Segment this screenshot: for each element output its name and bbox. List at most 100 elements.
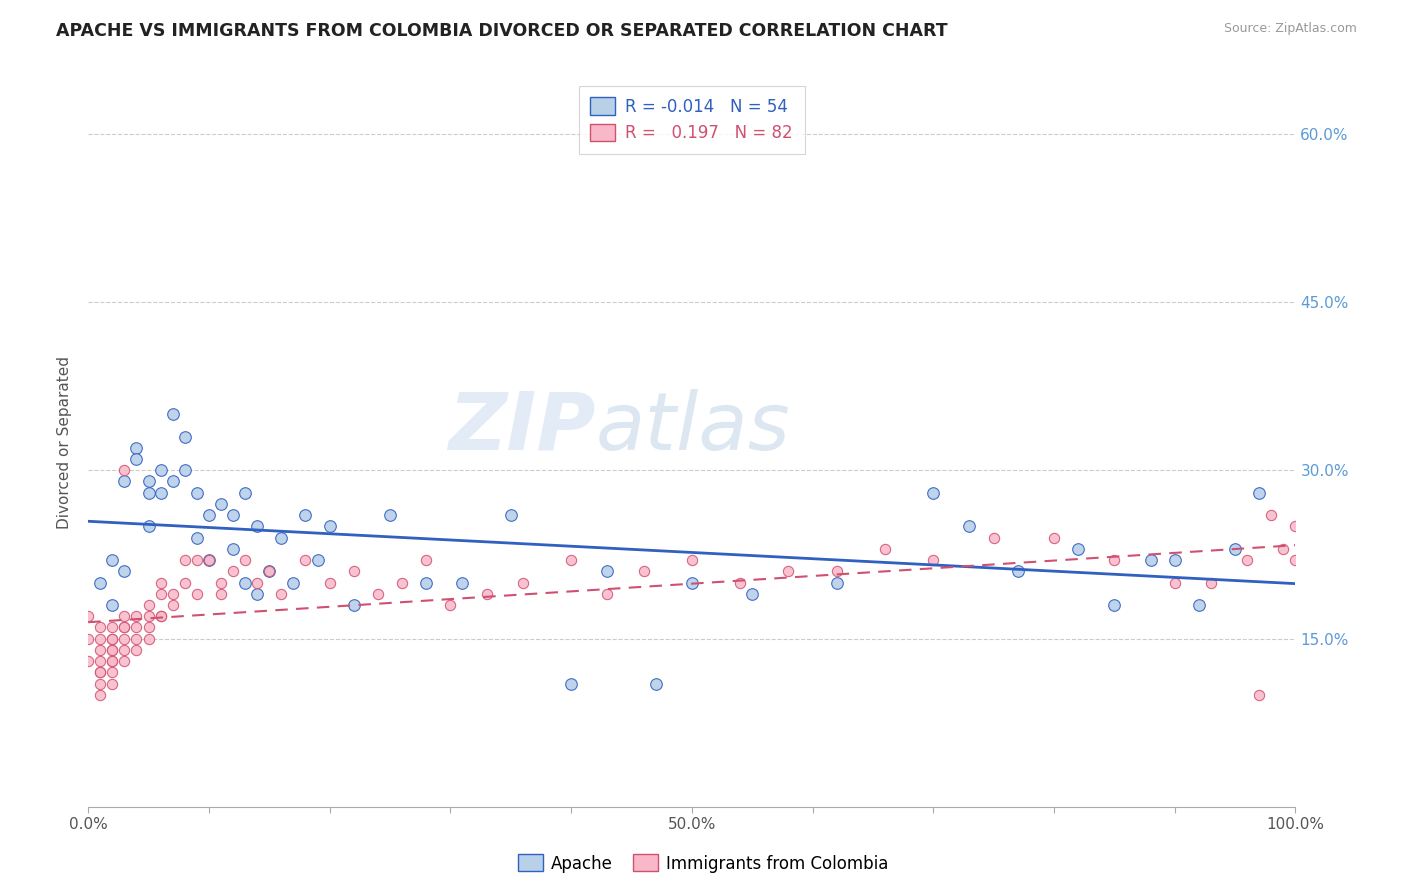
Point (633, 564, 655, 578)
Point (89, 665, 111, 680)
Point (596, 587, 619, 601)
Point (149, 609, 172, 624)
Point (209, 587, 232, 601)
Point (125, 441, 148, 455)
Point (77, 609, 100, 624)
Point (198, 553, 221, 567)
Point (138, 475, 160, 489)
Point (741, 587, 763, 601)
Point (246, 575, 269, 590)
Point (318, 519, 340, 533)
Point (209, 497, 232, 511)
Point (512, 575, 534, 590)
Point (294, 553, 316, 567)
Point (101, 553, 124, 567)
Point (246, 519, 269, 533)
Point (246, 587, 269, 601)
Point (89, 643, 111, 657)
Point (560, 676, 582, 690)
Text: ZIP: ZIP (449, 389, 595, 467)
Point (112, 463, 135, 477)
Point (149, 587, 172, 601)
Point (475, 587, 498, 601)
Point (233, 553, 256, 567)
Point (112, 609, 135, 624)
Point (415, 575, 437, 590)
Point (499, 508, 522, 523)
Point (560, 553, 582, 567)
Point (138, 519, 160, 533)
Legend: Apache, Immigrants from Colombia: Apache, Immigrants from Colombia (510, 847, 896, 880)
Point (125, 643, 148, 657)
Point (162, 587, 184, 601)
Point (101, 632, 124, 646)
Point (922, 553, 945, 567)
Point (138, 485, 160, 500)
Text: atlas: atlas (595, 389, 790, 467)
Text: APACHE VS IMMIGRANTS FROM COLOMBIA DIVORCED OR SEPARATED CORRELATION CHART: APACHE VS IMMIGRANTS FROM COLOMBIA DIVOR… (56, 22, 948, 40)
Point (873, 541, 896, 556)
Point (101, 598, 124, 612)
Point (112, 654, 135, 668)
Point (89, 676, 111, 690)
Point (778, 564, 800, 578)
Point (1260, 508, 1282, 523)
Point (149, 575, 172, 590)
Point (391, 575, 413, 590)
Point (162, 475, 184, 489)
Point (222, 541, 245, 556)
Point (294, 508, 316, 523)
Point (138, 598, 160, 612)
Point (1188, 598, 1211, 612)
Point (1284, 519, 1306, 533)
Point (451, 575, 474, 590)
Point (125, 452, 148, 467)
Point (307, 553, 329, 567)
Point (186, 531, 208, 545)
Point (343, 598, 366, 612)
Point (173, 463, 195, 477)
Point (89, 665, 111, 680)
Point (1249, 688, 1271, 702)
Point (138, 620, 160, 634)
Point (644, 676, 666, 690)
Point (257, 564, 280, 578)
Point (186, 553, 208, 567)
Point (149, 609, 172, 624)
Point (378, 508, 401, 523)
Point (222, 564, 245, 578)
Point (173, 429, 195, 443)
Point (138, 609, 160, 624)
Point (125, 620, 148, 634)
Point (125, 609, 148, 624)
Point (112, 620, 135, 634)
Point (77, 654, 100, 668)
Point (89, 654, 111, 668)
Point (270, 531, 292, 545)
Point (112, 564, 135, 578)
Point (922, 485, 945, 500)
Point (1139, 553, 1161, 567)
Point (1164, 575, 1187, 590)
Text: Source: ZipAtlas.com: Source: ZipAtlas.com (1223, 22, 1357, 36)
Point (270, 587, 292, 601)
Point (112, 475, 135, 489)
Point (162, 407, 184, 421)
Point (415, 553, 437, 567)
Point (186, 485, 208, 500)
Point (825, 575, 848, 590)
Legend: R = -0.014   N = 54, R =   0.197   N = 82: R = -0.014 N = 54, R = 0.197 N = 82 (579, 86, 804, 153)
Point (1199, 575, 1222, 590)
Point (112, 632, 135, 646)
Point (681, 575, 703, 590)
Point (1223, 541, 1246, 556)
Point (257, 564, 280, 578)
Point (318, 575, 340, 590)
Point (1249, 485, 1271, 500)
Point (1067, 541, 1090, 556)
Point (1007, 564, 1029, 578)
Point (89, 632, 111, 646)
Point (125, 632, 148, 646)
Point (101, 632, 124, 646)
Point (233, 485, 256, 500)
